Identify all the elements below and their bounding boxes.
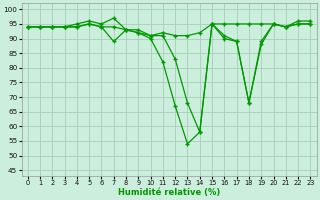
- X-axis label: Humidité relative (%): Humidité relative (%): [118, 188, 220, 197]
